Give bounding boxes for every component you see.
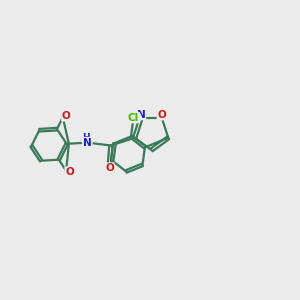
- Text: N: N: [83, 138, 92, 148]
- Text: O: O: [158, 110, 166, 119]
- Text: O: O: [65, 167, 74, 177]
- Text: O: O: [105, 163, 114, 173]
- Text: Cl: Cl: [128, 112, 139, 122]
- Text: H: H: [82, 133, 90, 142]
- Text: N: N: [137, 110, 146, 119]
- Text: O: O: [62, 111, 71, 121]
